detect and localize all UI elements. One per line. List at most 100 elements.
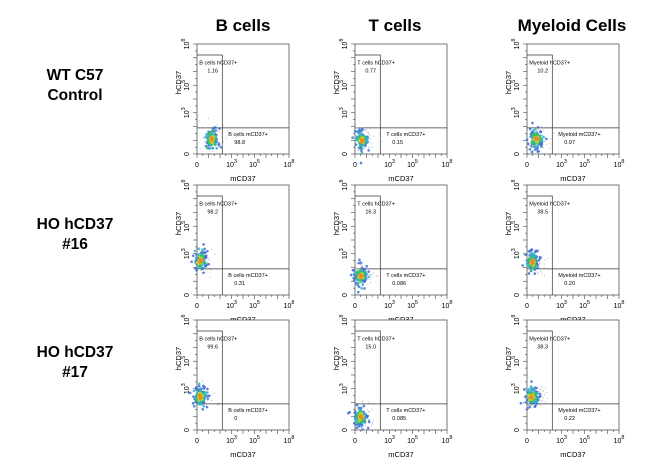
y-tick-label: 108 xyxy=(339,39,349,50)
y-tick-label: 105 xyxy=(181,80,191,91)
y-tick-label: 103 xyxy=(339,383,349,394)
gate-hcd37 xyxy=(527,195,553,270)
x-tick-label: 105 xyxy=(249,300,260,310)
y-axis-label: hCD37 xyxy=(332,71,341,94)
x-axis-label: mCD37 xyxy=(560,174,585,183)
gate-label-mcd37: Myeloid mCD37+ xyxy=(558,273,600,279)
y-axis-label: hCD37 xyxy=(332,212,341,235)
gate-value-mcd37: 0.086 xyxy=(392,281,406,287)
gate-value-mcd37: 0.20 xyxy=(564,281,575,287)
y-tick-label: 103 xyxy=(511,383,521,394)
gate-mcd37 xyxy=(551,268,619,295)
x-tick-label: 0 xyxy=(195,162,199,169)
gate-mcd37 xyxy=(379,403,447,430)
x-axis-label: mCD37 xyxy=(560,450,585,459)
x-tick-label: 105 xyxy=(579,300,590,310)
plot-frame xyxy=(354,319,448,431)
y-axis-label: hCD37 xyxy=(174,212,183,235)
axis-ticks xyxy=(193,319,290,434)
facs-plot-ho17-t: 0 103 105 108 0 103 105 108 mCD37 hCD37 T cells hC… xyxy=(332,315,452,459)
x-tick-label: 0 xyxy=(353,162,357,169)
gate-mcd37 xyxy=(551,403,619,430)
gates xyxy=(197,54,289,154)
y-tick-label: 105 xyxy=(181,356,191,367)
x-tick-label: 103 xyxy=(556,435,567,445)
axis-ticks xyxy=(523,319,620,434)
gate-value-hcd37: 98.2 xyxy=(207,210,218,216)
gate-label-hcd37: B cells hCD37+ xyxy=(199,61,237,67)
x-tick-label: 108 xyxy=(614,159,625,169)
axis-ticks xyxy=(193,184,290,299)
x-tick-label: 105 xyxy=(249,435,260,445)
cell-population xyxy=(519,380,548,411)
gate-value-mcd37: 0 xyxy=(234,416,237,422)
cell-population xyxy=(521,248,549,276)
x-tick-label: 0 xyxy=(525,162,529,169)
flow-cytometry-figure: B cells T cells Myeloid Cells WT C57 Con… xyxy=(0,16,627,459)
x-tick-label: 103 xyxy=(556,300,567,310)
gate-label-mcd37: Myeloid mCD37+ xyxy=(558,408,600,414)
facs-plot-wt-b: 0 103 105 108 0 103 105 108 mCD37 hCD37 B cells hC… xyxy=(174,39,294,183)
gate-mcd37 xyxy=(379,268,447,295)
facs-plot-wt-m: 0 103 105 108 0 103 105 108 mCD37 hCD37 Myeloid hC… xyxy=(504,39,624,183)
row-title-ho-17: HO hCD37 #17 xyxy=(0,343,150,383)
gates xyxy=(355,54,447,154)
x-tick-label: 108 xyxy=(614,300,625,310)
y-tick-label: 103 xyxy=(181,383,191,394)
gate-value-mcd37: 0.15 xyxy=(392,140,403,146)
y-tick-label: 108 xyxy=(181,315,191,326)
x-tick-label: 103 xyxy=(384,435,395,445)
gate-label-hcd37: T cells hCD37+ xyxy=(357,202,395,208)
x-tick-label: 103 xyxy=(556,159,567,169)
x-tick-label: 103 xyxy=(226,159,237,169)
facs-plot-ho16-b: 0 103 105 108 0 103 105 108 mCD37 hCD37 B cells hC… xyxy=(174,180,294,324)
y-tick-label: 0 xyxy=(514,152,521,156)
row-title-line-2: #17 xyxy=(62,364,88,381)
gate-label-mcd37: B cells mCD37+ xyxy=(228,408,268,414)
axis-ticks xyxy=(351,184,448,299)
y-axis-label: hCD37 xyxy=(174,347,183,370)
gate-value-hcd37: 15.0 xyxy=(365,345,376,351)
plot-frame xyxy=(354,184,448,296)
y-tick-label: 108 xyxy=(511,180,521,191)
x-tick-label: 105 xyxy=(407,159,418,169)
y-tick-label: 103 xyxy=(181,107,191,118)
y-tick-label: 103 xyxy=(339,107,349,118)
gate-label-hcd37: B cells hCD37+ xyxy=(199,337,237,343)
gate-label-mcd37: Myeloid mCD37+ xyxy=(558,132,600,138)
y-tick-label: 105 xyxy=(181,221,191,232)
x-tick-label: 103 xyxy=(384,159,395,169)
x-tick-label: 0 xyxy=(525,438,529,445)
gate-label-hcd37: B cells hCD37+ xyxy=(199,202,237,208)
y-tick-label: 103 xyxy=(181,248,191,259)
gate-value-hcd37: 38.3 xyxy=(537,345,548,351)
row-title-line-1: HO hCD37 xyxy=(36,216,114,233)
y-tick-label: 0 xyxy=(514,428,521,432)
gate-label-mcd37: B cells mCD37+ xyxy=(228,273,268,279)
y-tick-label: 108 xyxy=(181,180,191,191)
gate-hcd37 xyxy=(197,54,223,129)
x-tick-label: 108 xyxy=(284,435,295,445)
gate-label-hcd37: Myeloid hCD37+ xyxy=(529,202,570,208)
y-axis-label: hCD37 xyxy=(332,347,341,370)
gate-hcd37 xyxy=(527,330,553,405)
row-title-wt-control: WT C57 Control xyxy=(0,66,150,106)
x-axis-label: mCD37 xyxy=(230,174,255,183)
cell-population xyxy=(351,127,383,165)
gate-value-mcd37: 0.97 xyxy=(564,140,575,146)
column-title-t-cells: T cells xyxy=(368,16,422,35)
x-tick-label: 105 xyxy=(579,159,590,169)
cell-population xyxy=(188,379,220,416)
x-tick-label: 105 xyxy=(407,435,418,445)
x-tick-label: 105 xyxy=(407,300,418,310)
gates xyxy=(197,195,289,295)
gate-label-mcd37: B cells mCD37+ xyxy=(228,132,268,138)
row-title-line-2: Control xyxy=(47,87,103,104)
x-tick-label: 108 xyxy=(284,159,295,169)
y-tick-label: 108 xyxy=(511,315,521,326)
row-title-ho-16: HO hCD37 #16 xyxy=(0,215,150,255)
y-axis-label: hCD37 xyxy=(504,347,513,370)
y-tick-label: 0 xyxy=(342,428,349,432)
gate-label-mcd37: T cells mCD37+ xyxy=(386,273,425,279)
gates xyxy=(197,330,289,430)
